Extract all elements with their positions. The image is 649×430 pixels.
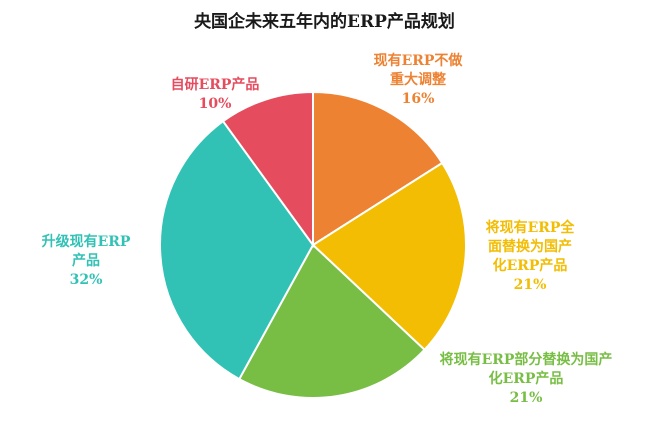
slice-label: 将现有ERP全 面替换为国产 化ERP产品 21% [470, 219, 590, 295]
slice-label: 自研ERP产品 10% [150, 76, 280, 114]
slice-value-label: 32% [69, 272, 103, 288]
slice-label-text: 面替换为国产 [488, 239, 572, 255]
slice-label: 升级现有ERP 产品 32% [20, 233, 152, 290]
pie-slice [159, 119, 315, 381]
chart-title: 央国企未来五年内的ERP产品规划 [194, 12, 455, 32]
slice-label-text: 重大调整 [390, 72, 446, 88]
slice-value-label: 16% [401, 91, 435, 107]
pie-slice [312, 90, 444, 247]
pie-slice [311, 161, 467, 352]
slice-label-text: 现有ERP不做 [373, 53, 463, 69]
slice-label-text: 化ERP产品 [492, 258, 568, 274]
slice-label: 将现有ERP部分替换为国产 化ERP产品 21% [408, 351, 644, 408]
slice-label: 现有ERP不做 重大调整 16% [358, 52, 478, 109]
slice-value-label: 10% [198, 96, 232, 112]
slice-label-text: 将现有ERP部分替换为国产 [439, 352, 613, 368]
slice-value-label: 21% [513, 277, 547, 293]
pie-slice [237, 243, 426, 399]
slice-label-text: 将现有ERP全 [485, 220, 575, 236]
slice-label-text: 化ERP产品 [488, 371, 564, 387]
slice-label-text: 自研ERP产品 [170, 77, 260, 93]
pie-slice [221, 90, 314, 249]
slice-label-text: 产品 [72, 253, 100, 269]
slice-value-label: 21% [509, 390, 543, 406]
slice-label-text: 升级现有ERP [41, 234, 131, 250]
